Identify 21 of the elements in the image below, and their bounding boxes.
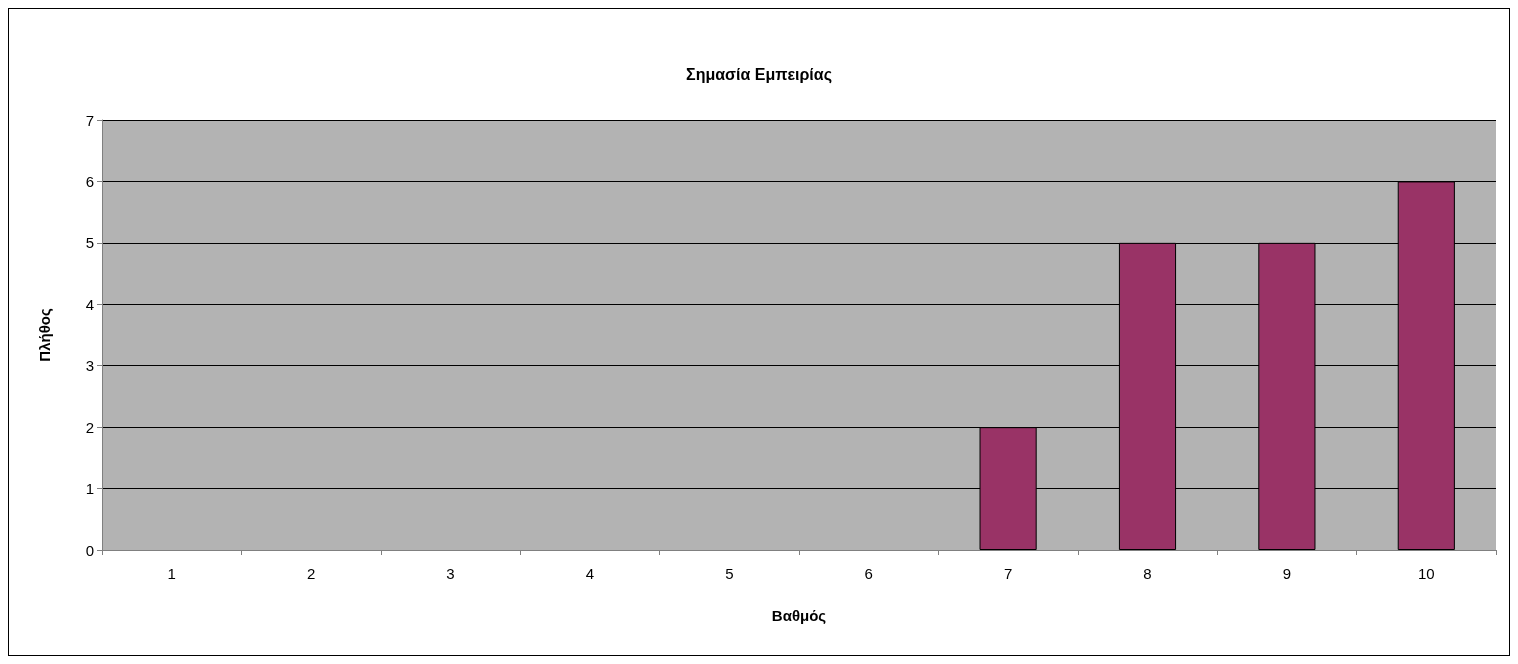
y-tick-label: 6 xyxy=(85,172,94,190)
x-axis-title: Βαθμός xyxy=(771,607,827,624)
chart-title: Σημασία Εμπειρίας xyxy=(686,65,832,84)
x-tick-label: 2 xyxy=(306,565,316,582)
y-tick-label: 2 xyxy=(85,418,94,436)
y-tick-label: 1 xyxy=(85,480,94,498)
y-tick-label: 5 xyxy=(85,234,94,252)
y-axis-title: Πλήθος xyxy=(36,308,53,362)
y-tick-label: 4 xyxy=(85,295,94,313)
x-tick-label: 10 xyxy=(1417,565,1435,582)
y-tick-label: 0 xyxy=(85,541,94,559)
x-tick-label: 1 xyxy=(167,565,176,582)
x-tick-label: 3 xyxy=(446,565,455,582)
y-tick-label: 7 xyxy=(85,111,94,129)
x-tick-label: 5 xyxy=(725,565,734,582)
x-tick-label: 4 xyxy=(585,565,595,582)
x-tick-label: 7 xyxy=(1003,565,1013,582)
x-tick-label: 8 xyxy=(1143,565,1152,582)
y-tick-label: 3 xyxy=(85,357,94,375)
x-tick-label: 9 xyxy=(1282,565,1292,582)
x-tick-label: 6 xyxy=(864,565,873,582)
